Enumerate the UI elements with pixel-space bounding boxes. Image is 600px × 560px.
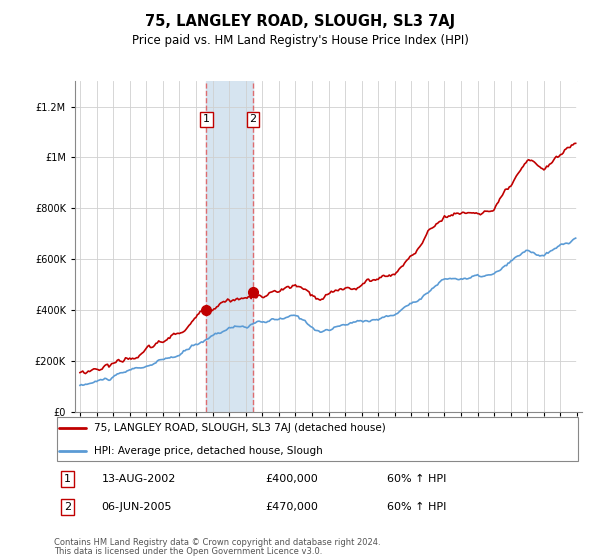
Text: £470,000: £470,000 <box>265 502 318 512</box>
Text: HPI: Average price, detached house, Slough: HPI: Average price, detached house, Slou… <box>94 446 322 455</box>
Text: 13-AUG-2002: 13-AUG-2002 <box>101 474 176 484</box>
Bar <box>206 81 253 412</box>
Text: 60% ↑ HPI: 60% ↑ HPI <box>386 502 446 512</box>
Text: £400,000: £400,000 <box>265 474 318 484</box>
Text: 2: 2 <box>64 502 71 512</box>
Text: Contains HM Land Registry data © Crown copyright and database right 2024.: Contains HM Land Registry data © Crown c… <box>54 538 380 547</box>
Text: 75, LANGLEY ROAD, SLOUGH, SL3 7AJ (detached house): 75, LANGLEY ROAD, SLOUGH, SL3 7AJ (detac… <box>94 423 385 432</box>
Bar <box>576 81 582 412</box>
FancyBboxPatch shape <box>56 417 578 461</box>
Text: 75, LANGLEY ROAD, SLOUGH, SL3 7AJ: 75, LANGLEY ROAD, SLOUGH, SL3 7AJ <box>145 14 455 29</box>
Text: 1: 1 <box>203 114 210 124</box>
Text: This data is licensed under the Open Government Licence v3.0.: This data is licensed under the Open Gov… <box>54 547 322 556</box>
Text: 60% ↑ HPI: 60% ↑ HPI <box>386 474 446 484</box>
Text: 06-JUN-2005: 06-JUN-2005 <box>101 502 172 512</box>
Text: Price paid vs. HM Land Registry's House Price Index (HPI): Price paid vs. HM Land Registry's House … <box>131 34 469 46</box>
Text: 1: 1 <box>64 474 71 484</box>
Text: 2: 2 <box>250 114 257 124</box>
